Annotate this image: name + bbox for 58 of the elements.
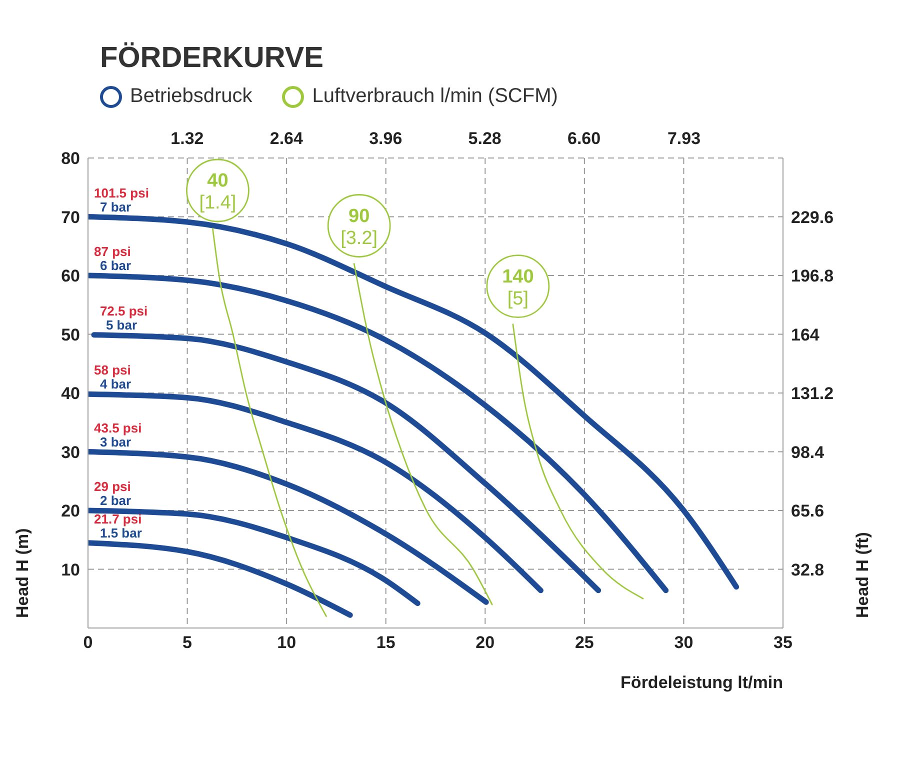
annotation: 7 bar xyxy=(100,199,132,214)
y2-tick-label: 229.6 xyxy=(791,208,834,227)
line-series xyxy=(512,324,644,600)
line-series xyxy=(353,263,493,606)
y-tick-label: 40 xyxy=(61,384,80,404)
x2-tick-label: 5.28 xyxy=(468,129,502,148)
legend-label: Betriebsdruck xyxy=(130,85,252,108)
x-tick-label: 30 xyxy=(674,633,694,652)
annotation: 140 xyxy=(502,266,534,288)
x-tick-label: 15 xyxy=(376,633,396,652)
y2-axis-title: Head H (ft) xyxy=(853,532,872,618)
annotation: 2 bar xyxy=(100,493,132,508)
annotation: 5 bar xyxy=(106,317,138,332)
y-axis-title: Head H (m) xyxy=(13,528,32,618)
x-axis-title: Fördeleistung lt/min xyxy=(620,673,783,692)
x-tick-label: 10 xyxy=(277,633,296,652)
annotation: 29 psi xyxy=(94,479,131,494)
y-tick-label: 50 xyxy=(61,325,80,344)
line-series xyxy=(212,228,327,617)
x-tick-label: 20 xyxy=(476,633,495,652)
x2-tick-label: 7.93 xyxy=(667,129,701,148)
annotation: [3.2] xyxy=(340,228,378,249)
y2-tick-label: 164 xyxy=(791,325,820,344)
annotation: 90 xyxy=(348,206,370,227)
y-tick-label: 10 xyxy=(61,560,80,580)
y-tick-label: 80 xyxy=(61,149,80,168)
y2-tick-label: 196.8 xyxy=(791,266,834,286)
y2-tick-label: 65.6 xyxy=(791,502,824,521)
y-tick-label: 60 xyxy=(61,266,80,286)
x2-tick-label: 3.96 xyxy=(369,129,402,148)
annotation: 58 psi xyxy=(94,362,131,378)
x-tick-label: 25 xyxy=(574,633,594,652)
annotation: 40 xyxy=(207,170,228,192)
annotation: 6 bar xyxy=(100,258,132,274)
y2-tick-label: 131.2 xyxy=(791,384,834,404)
annotation: 1.5 bar xyxy=(100,525,142,540)
annotation: 72.5 psi xyxy=(100,303,148,318)
annotation: 3 bar xyxy=(100,434,132,450)
annotation: [1.4] xyxy=(199,192,236,214)
x2-tick-label: 1.32 xyxy=(170,129,204,148)
annotation: 87 psi xyxy=(94,244,131,260)
annotation: 4 bar xyxy=(100,376,132,392)
x-tick-label: 5 xyxy=(182,633,192,652)
x2-tick-label: 6.60 xyxy=(568,129,601,148)
y-tick-label: 70 xyxy=(61,208,80,227)
legend-label: Luftverbrauch l/min (SCFM) xyxy=(312,85,558,108)
annotation: [5] xyxy=(507,288,529,310)
chart-title: FÖRDERKURVE xyxy=(99,41,324,75)
y2-tick-label: 32.8 xyxy=(791,560,824,580)
y-tick-label: 20 xyxy=(61,502,80,521)
y2-tick-label: 98.4 xyxy=(791,442,825,462)
x-tick-label: 0 xyxy=(83,633,93,652)
annotation: 43.5 psi xyxy=(94,420,142,436)
x-tick-label: 35 xyxy=(774,633,792,652)
x2-tick-label: 2.64 xyxy=(270,129,304,148)
annotation: 21.7 psi xyxy=(94,511,142,526)
annotation: 101.5 psi xyxy=(94,185,149,200)
y-tick-label: 30 xyxy=(61,442,80,462)
